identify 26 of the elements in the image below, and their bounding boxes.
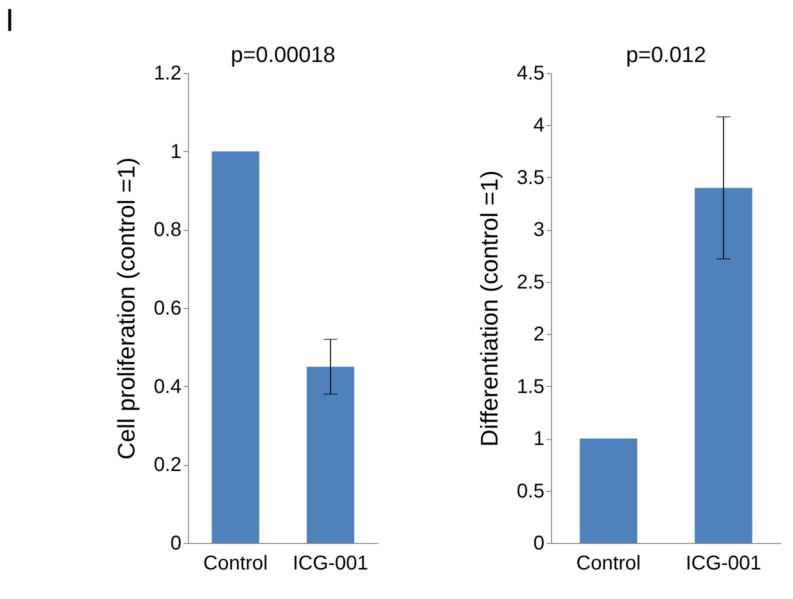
y-tick-label: 4.5 (516, 62, 544, 84)
y-tick-label: 0 (170, 532, 182, 554)
x-tick-label: Control (203, 552, 268, 574)
y-tick-label: 0.6 (154, 298, 182, 320)
y-axis-title: Differentiation (control =1) (476, 170, 504, 447)
x-tick-label: ICG-001 (292, 552, 368, 574)
text: p=0.00018 (230, 42, 336, 67)
x-tick-label: Control (576, 552, 641, 574)
y-tick-label: 0.4 (154, 376, 182, 398)
y-tick-label: 4 (533, 114, 544, 137)
y-tick-label: 3.5 (516, 166, 544, 189)
y-tick-label: 1.2 (154, 62, 182, 84)
y-tick-label: 0.2 (154, 454, 182, 476)
y-tick-label: 3 (533, 219, 544, 242)
y-tick-label: 1 (533, 428, 544, 450)
chart-title: I (5, 2, 14, 38)
y-tick-label: 0.5 (516, 480, 544, 502)
y-tick-label: 0.8 (154, 219, 182, 242)
y-tick-label: 1 (170, 140, 182, 163)
y-tick-label: 0 (533, 532, 544, 554)
text: p=0.012 (626, 42, 706, 67)
y-axis-title: Cell proliferation (control =1) (114, 157, 141, 460)
y-tick-label: 1.5 (516, 376, 544, 398)
y-tick-label: 2 (533, 324, 544, 346)
y-tick-label: 2.5 (516, 271, 544, 294)
x-tick-label: ICG-001 (686, 552, 762, 574)
